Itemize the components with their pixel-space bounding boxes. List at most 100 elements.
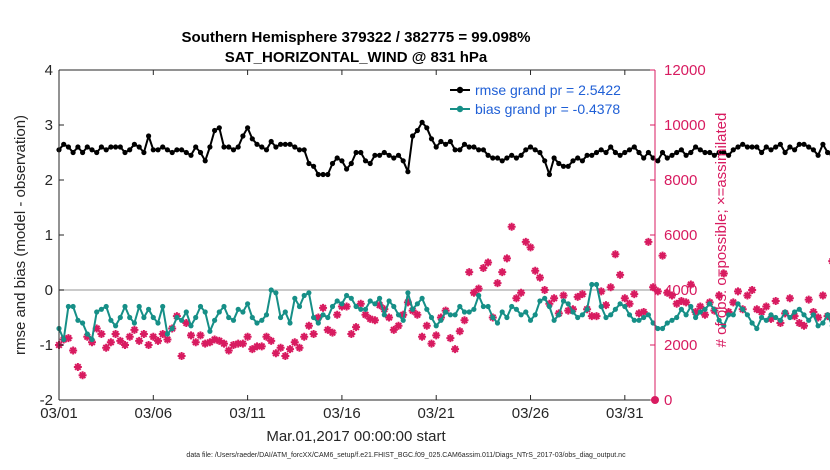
bias-point: [471, 306, 477, 312]
rmse-point: [296, 147, 303, 153]
bias-point: [636, 317, 642, 323]
bias-point: [197, 303, 204, 310]
rmse-point: [461, 141, 468, 147]
bias-point: [122, 303, 128, 310]
rmse-series: [56, 119, 830, 178]
obs-point: [328, 328, 337, 337]
rmse-point: [193, 144, 199, 150]
obs-point: [342, 302, 351, 311]
rmse-point: [245, 125, 251, 131]
rmse-point: [768, 147, 774, 153]
rmse-point: [598, 147, 604, 153]
x-tick-label: 03/01: [40, 405, 78, 422]
bias-point: [447, 312, 453, 318]
rmse-point: [664, 155, 670, 161]
obs-point: [422, 321, 431, 330]
bias-point: [612, 306, 619, 312]
bias-point: [273, 290, 279, 296]
rmse-point: [113, 144, 119, 150]
bias-point: [523, 309, 529, 315]
rmse-point: [108, 144, 114, 150]
rmse-point: [589, 152, 595, 158]
legend-rmse-label: rmse grand pr = 2.5422: [475, 82, 621, 98]
bias-point: [428, 314, 435, 321]
rmse-point: [707, 149, 713, 156]
obs-point: [573, 292, 582, 301]
bias-point: [174, 314, 180, 321]
bias-point: [320, 312, 326, 318]
obs-point: [484, 258, 493, 267]
rmse-point: [146, 133, 152, 139]
bias-point: [400, 317, 406, 323]
obs-point: [229, 341, 238, 349]
rmse-point: [560, 163, 567, 169]
bias-point: [235, 306, 241, 312]
obs-point: [267, 336, 276, 345]
y-tick-label-right: 8000: [664, 172, 697, 189]
bias-point: [542, 295, 548, 301]
rmse-point: [678, 147, 685, 153]
bias-point: [405, 290, 411, 296]
bias-point: [622, 303, 628, 310]
obs-point: [507, 222, 516, 231]
bias-point: [480, 303, 486, 310]
obs-point: [92, 324, 101, 333]
bias-point: [773, 314, 779, 321]
obs-point: [205, 338, 214, 347]
bias-point: [513, 306, 520, 312]
bias-point: [777, 317, 784, 323]
obs-point: [479, 264, 488, 272]
obs-point: [73, 363, 82, 371]
bias-series: [56, 281, 830, 343]
obs-point: [356, 299, 365, 308]
obs-point: [319, 303, 328, 312]
obs-point: [757, 308, 766, 316]
rmse-point: [320, 171, 326, 178]
bias-point: [509, 303, 515, 310]
bias-point: [372, 301, 378, 307]
obs-point: [215, 336, 224, 345]
bias-point: [754, 325, 760, 332]
obs-point: [535, 273, 544, 282]
rmse-point: [424, 125, 430, 131]
obs-point: [743, 291, 752, 300]
obs-point: [521, 237, 530, 246]
obs-point: [785, 294, 794, 303]
rmse-point: [452, 147, 458, 153]
rmse-point: [117, 144, 123, 150]
y-tick-label-left: 1: [45, 227, 53, 244]
rmse-point: [735, 144, 741, 150]
plot-area: [59, 70, 655, 400]
bias-point: [80, 320, 86, 326]
bias-point: [424, 306, 430, 312]
bias-point: [94, 309, 100, 315]
obs-point: [352, 323, 361, 332]
rmse-point: [367, 160, 373, 167]
bias-point: [683, 312, 689, 318]
obs-point: [333, 310, 342, 319]
bias-point: [315, 320, 321, 326]
bias-point: [631, 317, 637, 323]
rmse-point: [377, 152, 383, 158]
obs-point: [323, 325, 332, 334]
obs-point: [724, 308, 733, 316]
obs-point: [691, 308, 700, 316]
obs-point: [78, 371, 87, 380]
obs-point: [578, 290, 587, 299]
bias-point: [617, 301, 623, 307]
x-tick-label: 03/26: [512, 405, 550, 422]
bias-point: [179, 317, 185, 323]
bias-point: [626, 312, 633, 318]
rmse-point: [433, 144, 439, 150]
obs-point: [818, 291, 827, 300]
rmse-point: [499, 158, 505, 164]
rmse-point: [801, 141, 807, 147]
bias-point: [65, 303, 71, 310]
obs-point: [644, 237, 653, 246]
rmse-point: [348, 160, 354, 167]
obs-point: [715, 291, 724, 300]
rmse-point: [480, 147, 486, 153]
rmse-point: [216, 125, 222, 131]
legend-box: [447, 79, 650, 121]
